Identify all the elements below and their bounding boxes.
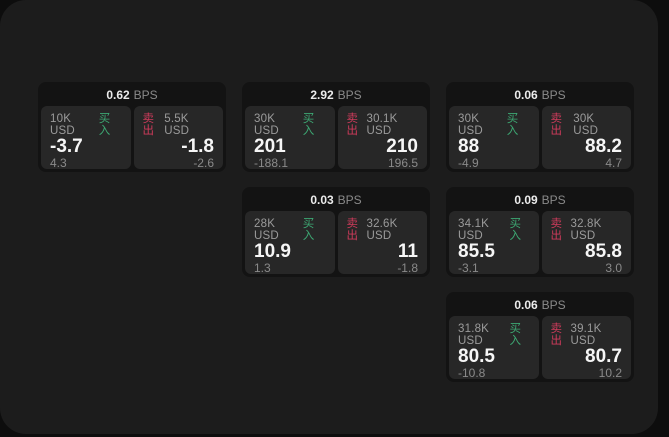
buy-label: 买入 bbox=[509, 218, 522, 242]
sell-tile[interactable]: 卖出 5.5K USD -1.8 -2.6 bbox=[133, 106, 223, 170]
bps-header: 0.06 BPS bbox=[446, 292, 634, 313]
quote-card: 0.09 BPS 34.1K USD 买入 85.5 -3.1 卖出 32.8K… bbox=[446, 187, 634, 277]
sell-price: 80.7 bbox=[585, 346, 622, 367]
quote-body: 28K USD 买入 10.9 1.3 卖出 32.6K USD 11 -1.8 bbox=[242, 208, 430, 277]
buy-label: 买入 bbox=[506, 113, 519, 137]
sell-tile[interactable]: 卖出 32.8K USD 85.8 3.0 bbox=[541, 211, 631, 275]
sell-tile[interactable]: 卖出 39.1K USD 80.7 10.2 bbox=[541, 316, 631, 380]
sell-label: 卖出 bbox=[142, 113, 155, 137]
buy-label: 买入 bbox=[302, 218, 315, 242]
buy-delta: -4.9 bbox=[458, 156, 479, 170]
bps-value: 0.06 bbox=[514, 297, 538, 312]
quote-card: 0.03 BPS 28K USD 买入 10.9 1.3 卖出 32.6K US… bbox=[242, 187, 430, 277]
bps-value: 0.03 bbox=[310, 192, 334, 207]
buy-amount: 30K USD bbox=[254, 113, 279, 137]
sell-price: 88.2 bbox=[585, 136, 622, 157]
quote-body: 34.1K USD 买入 85.5 -3.1 卖出 32.8K USD 85.8… bbox=[446, 208, 634, 277]
buy-tile[interactable]: 31.8K USD 买入 80.5 -10.8 bbox=[449, 316, 539, 380]
quote-card: 0.06 BPS 30K USD 买入 88 -4.9 卖出 30K USD 8… bbox=[446, 82, 634, 172]
sell-amount: 32.8K USD bbox=[570, 218, 602, 242]
buy-amount: 31.8K USD bbox=[458, 323, 490, 347]
bps-suffix: BPS bbox=[541, 297, 566, 312]
sell-delta: -2.6 bbox=[193, 156, 214, 170]
bps-header: 0.03 BPS bbox=[242, 187, 430, 208]
sell-price: -1.8 bbox=[181, 136, 214, 157]
sell-amount: 5.5K USD bbox=[164, 113, 190, 137]
sell-label: 卖出 bbox=[346, 218, 359, 242]
buy-label: 买入 bbox=[98, 113, 111, 137]
buy-amount: 28K USD bbox=[254, 218, 279, 242]
sell-delta: 10.2 bbox=[598, 366, 622, 380]
quote-card: 0.62 BPS 10K USD 买入 -3.7 4.3 卖出 5.5K USD… bbox=[38, 82, 226, 172]
buy-amount: 34.1K USD bbox=[458, 218, 490, 242]
buy-tile[interactable]: 30K USD 买入 201 -188.1 bbox=[245, 106, 335, 170]
sell-label: 卖出 bbox=[550, 113, 563, 137]
sell-amount: 30.1K USD bbox=[366, 113, 398, 137]
sell-price: 210 bbox=[386, 136, 418, 157]
bps-suffix: BPS bbox=[541, 192, 566, 207]
buy-tile[interactable]: 30K USD 买入 88 -4.9 bbox=[449, 106, 539, 170]
buy-delta: 4.3 bbox=[50, 156, 67, 170]
bps-value: 0.62 bbox=[106, 87, 130, 102]
sell-amount: 30K USD bbox=[573, 113, 599, 137]
buy-price: 10.9 bbox=[254, 241, 291, 262]
bps-header: 0.09 BPS bbox=[446, 187, 634, 208]
quote-body: 10K USD 买入 -3.7 4.3 卖出 5.5K USD -1.8 -2.… bbox=[38, 103, 226, 172]
buy-price: 80.5 bbox=[458, 346, 495, 367]
buy-delta: -3.1 bbox=[458, 261, 479, 275]
buy-price: 201 bbox=[254, 136, 286, 157]
quote-body: 30K USD 买入 201 -188.1 卖出 30.1K USD 210 1… bbox=[242, 103, 430, 172]
bps-suffix: BPS bbox=[337, 192, 362, 207]
buy-delta: -188.1 bbox=[254, 156, 289, 170]
buy-amount: 30K USD bbox=[458, 113, 483, 137]
buy-tile[interactable]: 34.1K USD 买入 85.5 -3.1 bbox=[449, 211, 539, 275]
sell-label: 卖出 bbox=[550, 323, 563, 347]
buy-delta: -10.8 bbox=[458, 366, 486, 380]
bps-header: 0.06 BPS bbox=[446, 82, 634, 103]
sell-tile[interactable]: 卖出 30K USD 88.2 4.7 bbox=[541, 106, 631, 170]
sell-tile[interactable]: 卖出 32.6K USD 11 -1.8 bbox=[337, 211, 427, 275]
sell-price: 11 bbox=[397, 241, 418, 262]
buy-tile[interactable]: 10K USD 买入 -3.7 4.3 bbox=[41, 106, 131, 170]
sell-label: 卖出 bbox=[550, 218, 563, 242]
buy-label: 买入 bbox=[302, 113, 315, 137]
buy-price: -3.7 bbox=[50, 136, 83, 157]
buy-amount: 10K USD bbox=[50, 113, 75, 137]
quote-body: 31.8K USD 买入 80.5 -10.8 卖出 39.1K USD 80.… bbox=[446, 313, 634, 382]
bps-suffix: BPS bbox=[337, 87, 362, 102]
bps-suffix: BPS bbox=[541, 87, 566, 102]
buy-label: 买入 bbox=[509, 323, 522, 347]
sell-price: 85.8 bbox=[585, 241, 622, 262]
buy-price: 88 bbox=[458, 136, 480, 157]
sell-label: 卖出 bbox=[346, 113, 359, 137]
sell-delta: 4.7 bbox=[605, 156, 622, 170]
sell-delta: 3.0 bbox=[605, 261, 622, 275]
quote-body: 30K USD 买入 88 -4.9 卖出 30K USD 88.2 4.7 bbox=[446, 103, 634, 172]
sell-delta: -1.8 bbox=[397, 261, 418, 275]
buy-delta: 1.3 bbox=[254, 261, 271, 275]
sell-amount: 32.6K USD bbox=[366, 218, 398, 242]
quote-card: 2.92 BPS 30K USD 买入 201 -188.1 卖出 30.1K … bbox=[242, 82, 430, 172]
quote-card: 0.06 BPS 31.8K USD 买入 80.5 -10.8 卖出 39.1… bbox=[446, 292, 634, 382]
bps-value: 0.09 bbox=[514, 192, 538, 207]
app-panel: 0.62 BPS 10K USD 买入 -3.7 4.3 卖出 5.5K USD… bbox=[0, 0, 658, 434]
buy-tile[interactable]: 28K USD 买入 10.9 1.3 bbox=[245, 211, 335, 275]
bps-header: 0.62 BPS bbox=[38, 82, 226, 103]
sell-amount: 39.1K USD bbox=[570, 323, 602, 347]
buy-price: 85.5 bbox=[458, 241, 495, 262]
sell-delta: 196.5 bbox=[387, 156, 418, 170]
sell-tile[interactable]: 卖出 30.1K USD 210 196.5 bbox=[337, 106, 427, 170]
bps-value: 2.92 bbox=[310, 87, 334, 102]
bps-suffix: BPS bbox=[133, 87, 158, 102]
bps-header: 2.92 BPS bbox=[242, 82, 430, 103]
bps-value: 0.06 bbox=[514, 87, 538, 102]
